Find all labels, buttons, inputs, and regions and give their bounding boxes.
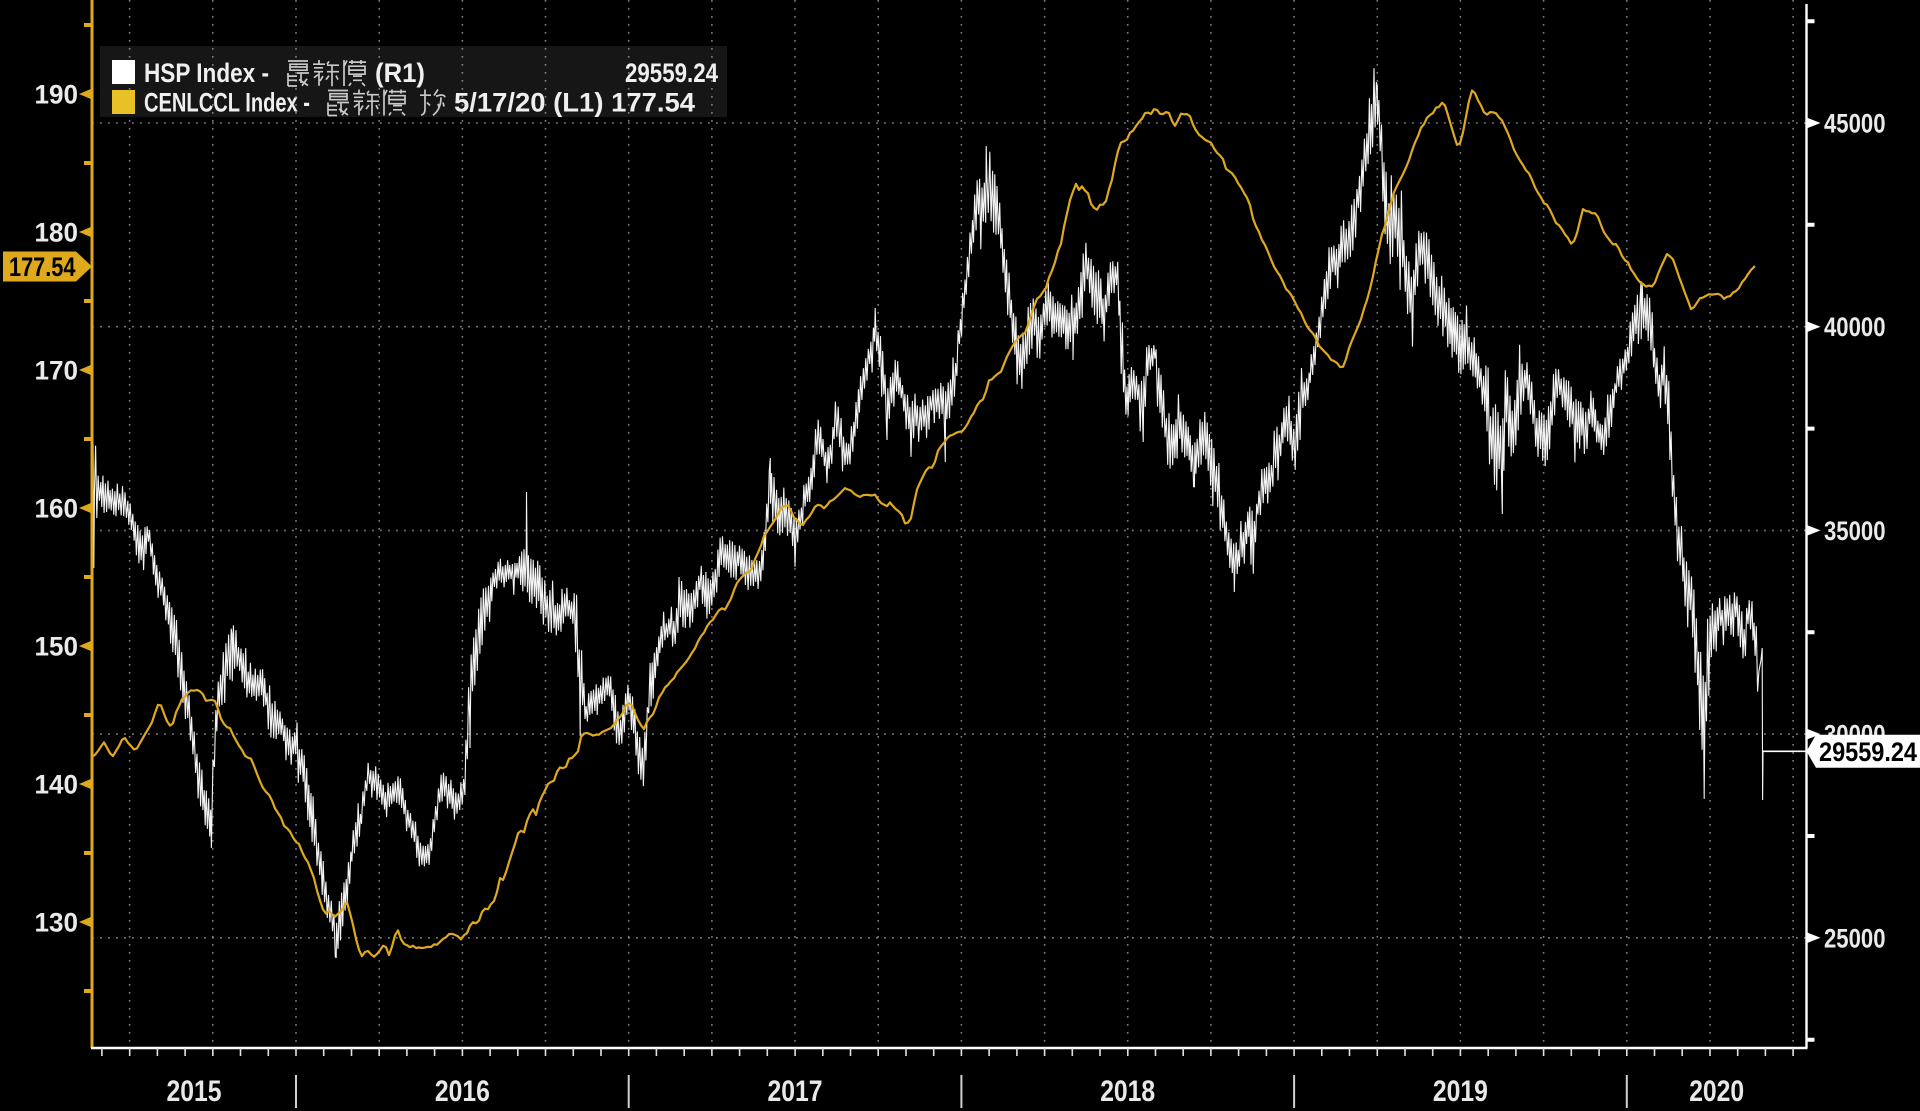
svg-text:(R1): (R1)	[375, 58, 425, 88]
svg-text:45000: 45000	[1824, 109, 1886, 139]
svg-text:HSP Index -: HSP Index -	[144, 58, 269, 88]
svg-text:177.54: 177.54	[9, 252, 76, 282]
svg-text:2018: 2018	[1100, 1075, 1155, 1108]
svg-text:180: 180	[35, 218, 79, 248]
svg-text:2016: 2016	[435, 1075, 490, 1108]
svg-text:29559.24: 29559.24	[625, 58, 718, 88]
svg-text:130: 130	[35, 908, 79, 938]
svg-text:2019: 2019	[1433, 1075, 1488, 1108]
svg-text:35000: 35000	[1824, 516, 1886, 546]
svg-text:29559.24: 29559.24	[1819, 737, 1917, 767]
svg-text:160: 160	[35, 494, 79, 524]
svg-text:2020: 2020	[1689, 1075, 1744, 1108]
svg-text:150: 150	[35, 632, 79, 662]
svg-text:25000: 25000	[1824, 923, 1886, 953]
svg-text:170: 170	[35, 356, 79, 386]
svg-text:2015: 2015	[167, 1075, 222, 1108]
svg-text:190: 190	[35, 80, 79, 110]
svg-text:CENLCCL Index -: CENLCCL Index -	[144, 88, 310, 118]
svg-text:2017: 2017	[768, 1075, 823, 1108]
svg-text:40000: 40000	[1824, 312, 1886, 342]
svg-text:5/17/20 (L1) 177.54: 5/17/20 (L1) 177.54	[454, 88, 695, 118]
svg-text:140: 140	[35, 770, 79, 800]
